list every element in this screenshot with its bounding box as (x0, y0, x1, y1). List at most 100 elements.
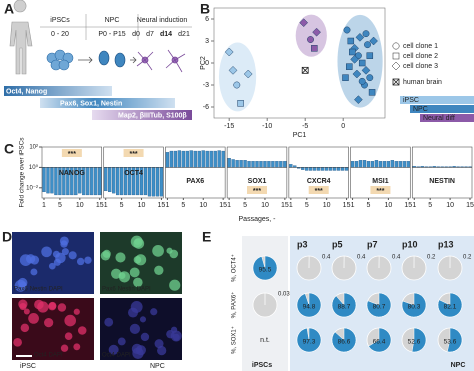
nucleus (115, 252, 126, 263)
bar (344, 167, 349, 171)
bar (406, 161, 410, 168)
stage-day: d0 (132, 31, 140, 38)
significance-box (61, 149, 82, 157)
bar (177, 150, 182, 168)
stain-label: Pax6 (102, 287, 116, 293)
point (312, 27, 321, 37)
y-tick-label: 10² (29, 145, 38, 151)
nucleus (73, 343, 81, 351)
nucleus (108, 344, 119, 355)
x-tick-label: 1 (351, 202, 355, 209)
nucleus (60, 344, 69, 352)
marker-bar (92, 110, 192, 120)
stage-divider (40, 14, 192, 40)
gene-label: SOX1 (248, 178, 267, 185)
value-label: 80.3 (408, 304, 421, 311)
nucleus (117, 337, 126, 346)
bar (309, 167, 313, 171)
x-axis-label: PC1 (293, 132, 307, 139)
gene-label: NESTIN (429, 178, 455, 185)
significance: *** (376, 188, 384, 195)
panel-frame (411, 146, 473, 199)
bar (112, 167, 116, 194)
stage-range: 0 - 20 (51, 31, 69, 38)
bar (197, 150, 201, 168)
point (307, 36, 314, 43)
nucleus (61, 248, 69, 256)
bar (173, 150, 178, 168)
bar (42, 167, 46, 193)
bar (193, 150, 197, 168)
significance-box (123, 149, 144, 157)
significance: *** (68, 151, 76, 158)
bar (336, 167, 341, 171)
x-tick-label: 5 (181, 202, 185, 209)
marker-bar (40, 98, 175, 108)
nucleus (139, 316, 147, 323)
pie-slice (331, 327, 357, 353)
column-label: p7 (367, 239, 378, 249)
stain-label: Oct4 (102, 353, 115, 359)
bar (340, 167, 345, 171)
nucleus (84, 256, 92, 264)
bar (147, 167, 152, 197)
bar (390, 160, 395, 168)
x-tick-label: 10 (199, 202, 207, 209)
pie-slice (296, 327, 322, 353)
nucleus (23, 308, 30, 315)
nucleus (166, 247, 173, 254)
point (350, 54, 359, 64)
caption: iPSC (20, 363, 36, 370)
bar (143, 167, 148, 196)
marker-label: Oct4, Nanog (6, 88, 47, 95)
bar (378, 161, 383, 168)
panel-d (12, 232, 182, 360)
caption: NPC (150, 363, 165, 370)
nucleus (55, 252, 66, 264)
y-tick-label: 6 (205, 16, 209, 23)
arrow (78, 56, 137, 64)
point (299, 18, 309, 28)
bar (366, 161, 371, 168)
significance: *** (315, 188, 323, 195)
point (352, 69, 362, 79)
bar (321, 167, 325, 171)
point (354, 95, 363, 105)
y-tick-label: 0 (205, 60, 209, 67)
group-ellipse (218, 42, 257, 112)
pie-slice (368, 327, 392, 353)
row-label: %, SOX1⁺ (231, 326, 238, 354)
nucleus (154, 339, 164, 349)
nucleus (129, 267, 140, 278)
legend-swatch (400, 96, 474, 104)
point (243, 69, 253, 79)
value-label: 82.1 (444, 304, 457, 311)
bar (325, 167, 329, 171)
point (355, 32, 365, 42)
value-label: 0.4 (392, 255, 401, 261)
legend-marker (391, 61, 401, 71)
nucleus (111, 268, 122, 279)
nucleus (150, 308, 158, 316)
stage-day: d14 (160, 31, 172, 38)
nucleus (19, 302, 27, 311)
y-tick-label: -3 (203, 82, 209, 89)
point (361, 65, 371, 75)
bar (382, 161, 387, 168)
x-tick-label: 1 (227, 202, 231, 209)
significance-box (370, 186, 391, 194)
bar (116, 167, 120, 196)
x-tick-label: 5 (305, 202, 309, 209)
x-tick-label: 5 (367, 202, 371, 209)
bar (217, 150, 221, 168)
bar (235, 160, 239, 168)
nucleus (48, 302, 57, 311)
value-label: 94.8 (303, 304, 316, 311)
point (311, 45, 318, 52)
bar (317, 167, 321, 171)
point (342, 74, 349, 81)
bar (221, 150, 225, 168)
bar (313, 167, 317, 171)
row-label: %, OCT4⁺ (231, 254, 238, 282)
